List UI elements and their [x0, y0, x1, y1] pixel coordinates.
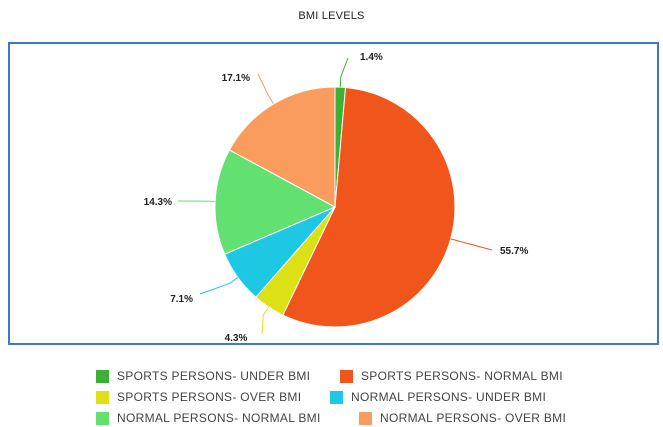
- legend-item-normal-under[interactable]: NORMAL PERSONS- UNDER BMI: [330, 389, 546, 405]
- legend-item-normal-over[interactable]: NORMAL PERSONS- OVER BMI: [359, 410, 566, 426]
- legend-swatch-normal-normal: [96, 411, 109, 425]
- legend-swatch-normal-over: [359, 411, 372, 425]
- legend-item-sports-under[interactable]: SPORTS PERSONS- UNDER BMI: [96, 368, 310, 384]
- leader-line-sports-over: [261, 306, 270, 335]
- legend-swatch-normal-under: [330, 390, 343, 404]
- legend-label-normal-under: NORMAL PERSONS- UNDER BMI: [351, 390, 547, 404]
- legend-swatch-sports-over: [96, 390, 109, 404]
- leader-line-sports-under: [339, 57, 349, 88]
- slice-label-sports-normal: 55.7%: [500, 246, 528, 257]
- slice-label-sports-over: 4.3%: [225, 333, 248, 344]
- legend-label-normal-over: NORMAL PERSONS- OVER BMI: [380, 411, 567, 425]
- legend-label-sports-normal: SPORTS PERSONS- NORMAL BMI: [361, 369, 563, 383]
- legend-item-normal-normal[interactable]: NORMAL PERSONS- NORMAL BMI: [96, 410, 321, 426]
- pie-slice-normal-over[interactable]: [228, 86, 336, 208]
- leader-line-normal-normal: [177, 200, 216, 202]
- legend-swatch-sports-normal: [340, 369, 353, 383]
- leader-line-normal-under: [199, 276, 239, 295]
- legend-label-sports-under: SPORTS PERSONS- UNDER BMI: [117, 369, 311, 383]
- legend-item-sports-normal[interactable]: SPORTS PERSONS- NORMAL BMI: [340, 368, 563, 384]
- legend-item-sports-over[interactable]: SPORTS PERSONS- OVER BMI: [96, 389, 301, 405]
- legend-swatch-sports-under: [96, 369, 109, 383]
- legend-label-sports-over: SPORTS PERSONS- OVER BMI: [117, 390, 302, 404]
- slice-label-normal-normal: 14.3%: [144, 197, 172, 208]
- pie-slice-normal-normal[interactable]: [214, 149, 337, 255]
- plot-frame: [8, 42, 659, 345]
- leader-line-sports-normal: [450, 238, 493, 251]
- slice-label-sports-under: 1.4%: [360, 52, 383, 63]
- pie-slice-sports-normal[interactable]: [282, 86, 456, 328]
- legend-label-normal-normal: NORMAL PERSONS- NORMAL BMI: [117, 411, 321, 425]
- slice-label-normal-over: 17.1%: [222, 73, 250, 84]
- leader-line-normal-over: [257, 73, 274, 105]
- slice-label-normal-under: 7.1%: [170, 294, 193, 305]
- chart-title: BMI LEVELS: [298, 10, 365, 22]
